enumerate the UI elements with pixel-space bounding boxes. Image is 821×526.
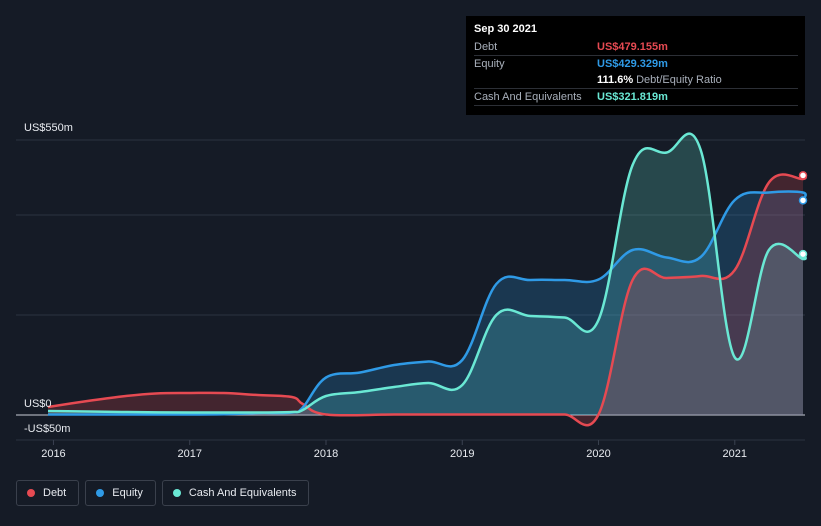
legend-dot-icon (27, 489, 35, 497)
tooltip-value-equity: US$429.329m (597, 58, 668, 70)
tooltip-ratio-value: 111.6% (597, 74, 634, 86)
tooltip-value-cash: US$321.819m (597, 91, 668, 103)
legend-dot-icon (96, 489, 105, 497)
series-endpoints (798, 171, 808, 259)
tooltip-date: Sep 30 2021 (474, 23, 537, 35)
tooltip-row-equity: Equity US$429.329m (474, 56, 798, 72)
area-debt (48, 174, 806, 426)
y-tick-label: US$550m (24, 122, 73, 134)
legend-label: Equity (112, 487, 143, 499)
legend-item-cash[interactable]: Cash And Equivalents (161, 480, 310, 506)
series-lines (47, 132, 807, 427)
x-tick-label: 2020 (586, 448, 610, 460)
series-areas (48, 133, 806, 426)
y-tick-label: US$0 (24, 398, 52, 410)
x-tick-label: 2018 (314, 448, 338, 460)
area-equity (48, 191, 806, 415)
x-axis-labels: 2016 2017 2018 2019 2020 2021 (41, 448, 747, 460)
tooltip-row-debt: Debt US$479.155m (474, 39, 798, 56)
tooltip-value-debt: US$479.155m (597, 41, 668, 53)
endpoint-debt (798, 171, 808, 180)
x-tick-label: 2017 (177, 448, 201, 460)
legend-dot-icon (172, 489, 181, 497)
tooltip-row-ratio: 111.6% Debt/Equity Ratio (474, 72, 798, 89)
legend-item-equity[interactable]: Equity (85, 480, 156, 506)
y-tick-label: -US$50m (24, 423, 70, 435)
endpoint-equity (798, 196, 808, 205)
x-tick-label: 2019 (450, 448, 474, 460)
y-axis-labels: US$550m US$0 -US$50m (24, 122, 73, 435)
line-debt (47, 173, 807, 427)
x-tick-label: 2021 (723, 448, 747, 460)
x-tick-label: 2016 (41, 448, 65, 460)
tooltip-label: Cash And Equivalents (474, 91, 582, 103)
legend-item-debt[interactable]: Debt (16, 480, 80, 506)
tooltip-ratio-label: Debt/Equity Ratio (636, 74, 722, 86)
tooltip-label: Debt (474, 41, 498, 53)
tooltip-label: Equity (474, 58, 505, 70)
tooltip-row-cash: Cash And Equivalents US$321.819m (474, 89, 798, 106)
legend-label: Cash And Equivalents (188, 487, 297, 499)
legend-label: Debt (43, 487, 67, 499)
line-cash-and-equivalents (47, 132, 807, 414)
legend: Debt Equity Cash And Equivalents (16, 480, 310, 506)
endpoint-cash-and-equivalents (798, 249, 808, 259)
tooltip-panel: Sep 30 2021 Debt US$479.155m Equity US$4… (466, 16, 805, 115)
